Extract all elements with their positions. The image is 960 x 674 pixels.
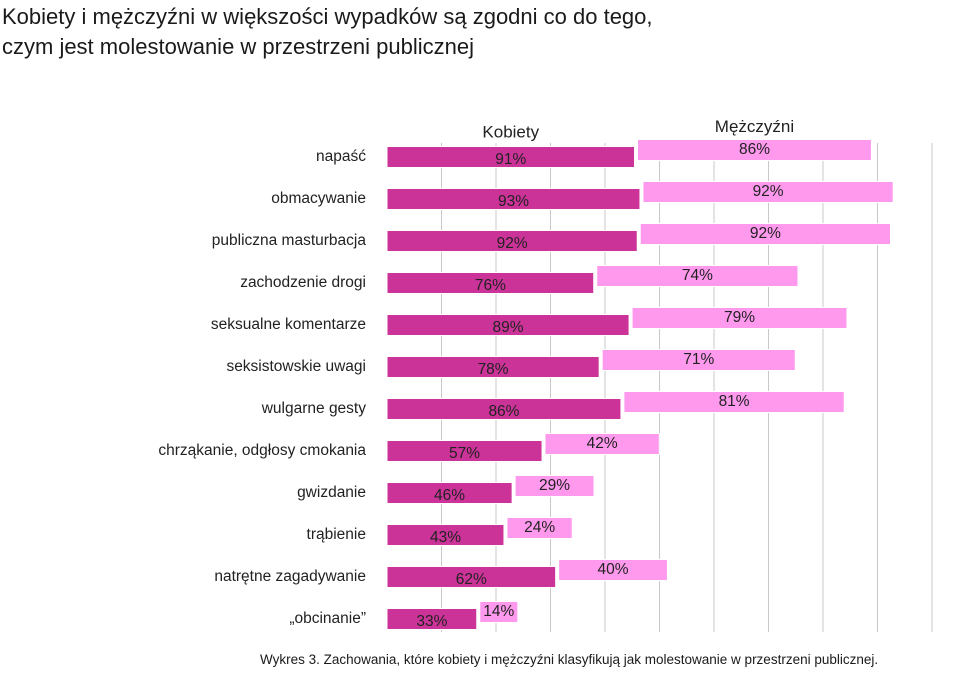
- value-label-kobiety: 57%: [449, 445, 480, 462]
- value-label-kobiety: 43%: [430, 529, 461, 546]
- category-label: trąbienie: [307, 526, 366, 543]
- bar-kobiety: [386, 230, 638, 252]
- chart-caption: Wykres 3. Zachowania, które kobiety i mę…: [260, 652, 879, 667]
- bar-kobiety: [386, 314, 630, 336]
- bar-mezczyzni: [544, 433, 660, 455]
- value-label-kobiety: 93%: [498, 193, 529, 210]
- value-label-mezczyzni: 14%: [483, 603, 514, 620]
- bar-mezczyzni: [623, 391, 845, 413]
- bar-mezczyzni: [601, 349, 796, 371]
- chart-title: Kobiety i mężczyźni w większości wypadkó…: [2, 2, 942, 62]
- value-label-kobiety: 78%: [478, 361, 509, 378]
- value-label-kobiety: 76%: [475, 277, 506, 294]
- value-label-mezczyzni: 74%: [682, 267, 713, 284]
- value-label-kobiety: 86%: [488, 403, 519, 420]
- value-label-kobiety: 46%: [434, 487, 465, 504]
- bar-mezczyzni: [514, 475, 595, 497]
- bar-mezczyzni: [639, 223, 891, 245]
- bar-kobiety: [386, 566, 557, 588]
- bar-kobiety: [386, 356, 600, 378]
- series-name-mezczyzni: Mężczyźni: [715, 117, 794, 136]
- category-label: chrząkanie, odgłosy cmokania: [158, 442, 366, 459]
- bar-kobiety: [386, 146, 636, 168]
- bar-mezczyzni: [479, 601, 519, 623]
- value-label-mezczyzni: 92%: [753, 183, 784, 200]
- value-label-mezczyzni: 29%: [539, 477, 570, 494]
- value-label-kobiety: 89%: [493, 319, 524, 336]
- value-label-mezczyzni: 24%: [524, 519, 555, 536]
- bar-mezczyzni: [596, 265, 799, 287]
- series-name-kobiety: Kobiety: [482, 122, 539, 141]
- category-label: seksistowskie uwagi: [226, 358, 366, 375]
- bar-mezczyzni: [506, 517, 573, 539]
- bar-mezczyzni: [637, 139, 872, 161]
- category-label: publiczna masturbacja: [212, 232, 367, 249]
- value-label-mezczyzni: 79%: [724, 309, 755, 326]
- chart-title-line-2: czym jest molestowanie w przestrzeni pub…: [2, 34, 474, 59]
- category-label: napaść: [316, 148, 366, 165]
- category-label: gwizdanie: [297, 484, 366, 501]
- bar-mezczyzni: [642, 181, 894, 203]
- value-label-kobiety: 91%: [495, 151, 526, 168]
- value-label-mezczyzni: 71%: [683, 351, 714, 368]
- value-label-kobiety: 92%: [497, 235, 528, 252]
- bar-mezczyzni: [631, 307, 848, 329]
- bar-kobiety: [386, 482, 513, 504]
- value-label-mezczyzni: 92%: [750, 225, 781, 242]
- category-label: zachodzenie drogi: [240, 274, 366, 291]
- bar-kobiety: [386, 188, 641, 210]
- category-label: obmacywanie: [271, 190, 366, 207]
- bar-kobiety: [386, 272, 595, 294]
- category-label: natrętne zagadywanie: [214, 568, 366, 585]
- value-label-kobiety: 33%: [416, 613, 447, 630]
- value-label-mezczyzni: 81%: [719, 393, 750, 410]
- chart-title-line-1: Kobiety i mężczyźni w większości wypadkó…: [2, 4, 653, 29]
- value-label-mezczyzni: 40%: [598, 561, 629, 578]
- category-label: seksualne komentarze: [211, 316, 366, 333]
- bar-kobiety: [386, 524, 505, 546]
- category-label: wulgarne gesty: [261, 400, 367, 417]
- bar-kobiety: [386, 608, 478, 630]
- category-label: „obcinanie”: [289, 610, 366, 627]
- value-label-kobiety: 62%: [456, 571, 487, 588]
- bar-mezczyzni: [558, 559, 668, 581]
- bar-kobiety: [386, 440, 543, 462]
- value-label-mezczyzni: 42%: [587, 435, 618, 452]
- bar-kobiety: [386, 398, 622, 420]
- value-label-mezczyzni: 86%: [739, 141, 770, 158]
